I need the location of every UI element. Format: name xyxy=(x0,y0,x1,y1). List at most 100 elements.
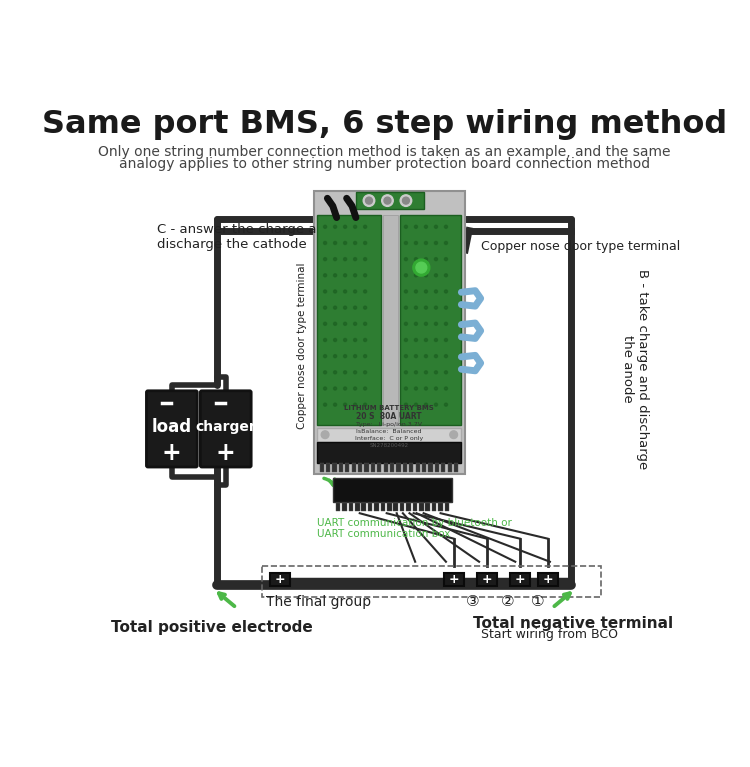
Bar xyxy=(390,463,394,472)
Circle shape xyxy=(334,338,337,341)
Circle shape xyxy=(445,274,448,277)
Text: +: + xyxy=(448,573,459,586)
Bar xyxy=(477,572,496,587)
Circle shape xyxy=(323,403,327,407)
Circle shape xyxy=(424,354,427,357)
Bar xyxy=(336,503,340,511)
Circle shape xyxy=(434,290,437,293)
Text: ③: ③ xyxy=(466,594,480,609)
Bar xyxy=(382,216,398,425)
Circle shape xyxy=(365,197,373,204)
Circle shape xyxy=(415,338,418,341)
Text: charger: charger xyxy=(196,420,256,434)
Bar xyxy=(397,463,400,472)
Bar xyxy=(355,503,360,511)
Circle shape xyxy=(353,258,357,261)
Circle shape xyxy=(445,290,448,293)
Circle shape xyxy=(415,403,418,407)
Circle shape xyxy=(323,387,327,390)
Circle shape xyxy=(424,306,427,309)
Circle shape xyxy=(424,290,427,293)
Text: +: + xyxy=(216,441,236,465)
FancyBboxPatch shape xyxy=(200,391,251,467)
Circle shape xyxy=(382,195,393,206)
Bar xyxy=(394,503,398,511)
Bar xyxy=(352,463,356,472)
Bar xyxy=(380,503,386,511)
Circle shape xyxy=(353,387,357,390)
Circle shape xyxy=(344,403,346,407)
Circle shape xyxy=(364,242,367,245)
Text: IsBalance:  Balanced: IsBalance: Balanced xyxy=(356,430,422,434)
Bar xyxy=(410,463,413,472)
Circle shape xyxy=(323,370,327,374)
Circle shape xyxy=(404,322,407,325)
Text: Total negative terminal: Total negative terminal xyxy=(473,616,673,630)
Circle shape xyxy=(323,306,327,309)
Circle shape xyxy=(364,403,367,407)
Text: UART communication by bluetooth or
UART communication box: UART communication by bluetooth or UART … xyxy=(317,518,512,539)
Bar xyxy=(377,463,382,472)
Text: +: + xyxy=(274,573,285,586)
Bar xyxy=(510,572,530,587)
Circle shape xyxy=(353,403,357,407)
Circle shape xyxy=(415,290,418,293)
Circle shape xyxy=(334,306,337,309)
Bar xyxy=(317,216,380,425)
Bar xyxy=(368,503,373,511)
Circle shape xyxy=(424,258,427,261)
Text: +: + xyxy=(542,573,553,586)
Bar xyxy=(342,503,347,511)
Text: B - take charge and discharge
the anode: B - take charge and discharge the anode xyxy=(621,269,649,469)
Circle shape xyxy=(334,387,337,390)
Text: The final group: The final group xyxy=(266,594,371,609)
Circle shape xyxy=(445,242,448,245)
Circle shape xyxy=(344,306,346,309)
Circle shape xyxy=(321,431,329,439)
Circle shape xyxy=(424,242,427,245)
Bar xyxy=(387,503,392,511)
Circle shape xyxy=(415,225,418,229)
Bar xyxy=(425,503,430,511)
FancyBboxPatch shape xyxy=(146,391,197,467)
Circle shape xyxy=(364,354,367,357)
Circle shape xyxy=(404,225,407,229)
Text: load: load xyxy=(152,418,192,436)
Circle shape xyxy=(445,322,448,325)
Bar xyxy=(317,428,461,442)
Text: Total positive electrode: Total positive electrode xyxy=(111,620,313,634)
Circle shape xyxy=(415,322,418,325)
Bar xyxy=(356,193,424,209)
Circle shape xyxy=(404,370,407,374)
Circle shape xyxy=(384,197,391,204)
Text: +: + xyxy=(162,441,182,465)
Circle shape xyxy=(445,403,448,407)
Circle shape xyxy=(334,258,337,261)
Bar xyxy=(419,503,424,511)
Circle shape xyxy=(353,322,357,325)
Circle shape xyxy=(413,259,430,276)
Circle shape xyxy=(445,338,448,341)
Bar xyxy=(454,463,458,472)
Bar xyxy=(448,463,452,472)
Circle shape xyxy=(353,306,357,309)
Circle shape xyxy=(424,225,427,229)
Circle shape xyxy=(323,242,327,245)
Bar xyxy=(320,463,324,472)
Text: analogy applies to other string number protection board connection method: analogy applies to other string number p… xyxy=(118,156,650,170)
Circle shape xyxy=(334,354,337,357)
Circle shape xyxy=(445,225,448,229)
Text: Only one string number connection method is taken as an example, and the same: Only one string number connection method… xyxy=(98,145,670,159)
Circle shape xyxy=(353,242,357,245)
Text: +: + xyxy=(514,573,525,586)
Circle shape xyxy=(434,258,437,261)
Circle shape xyxy=(404,354,407,357)
Circle shape xyxy=(364,274,367,277)
Bar xyxy=(270,572,290,587)
Bar xyxy=(538,572,557,587)
Circle shape xyxy=(353,225,357,229)
Bar xyxy=(358,463,362,472)
Text: Copper nose door type terminal: Copper nose door type terminal xyxy=(297,263,307,430)
Circle shape xyxy=(445,258,448,261)
Circle shape xyxy=(404,274,407,277)
